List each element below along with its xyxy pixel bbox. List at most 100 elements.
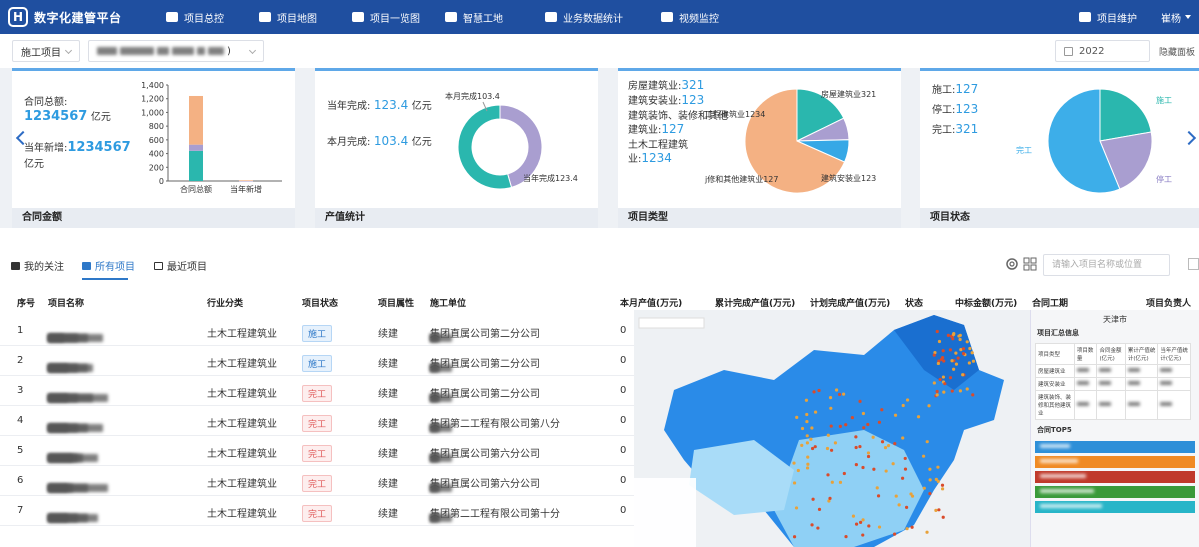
project-marker (965, 387, 969, 391)
table-row[interactable]: 6 土木工程建筑业 完工 续建 集团直属公司第六分公司 0 (0, 466, 634, 496)
project-marker (951, 337, 955, 341)
column-header[interactable]: 项目属性 (378, 299, 415, 309)
table-row[interactable]: 2 土木工程建筑业 施工 续建 集团直属公司第二分公司 0 (0, 346, 634, 376)
pie-slice (1047, 88, 1121, 194)
project-marker (905, 398, 910, 402)
table-header: 序号 项目名称 行业分类 项目状态 项目属性 施工单位 本月产值(万元) 累计完成产值(万元)… (0, 296, 1199, 310)
project-marker (838, 392, 842, 397)
project-marker (958, 389, 963, 393)
nav-item[interactable]: 项目总控 (166, 0, 259, 34)
project-marker (809, 437, 813, 441)
monitor-icon (166, 12, 178, 22)
top5-item[interactable] (1035, 486, 1195, 498)
export-icon[interactable] (1188, 258, 1199, 270)
project-marker (811, 497, 815, 501)
active-tab-indicator (82, 278, 128, 280)
summary-title: 项目汇总信息 (1037, 329, 1079, 337)
tab-recent-projects[interactable]: 最近项目 (154, 258, 207, 273)
year-value: 2022 (1079, 45, 1105, 57)
folder-icon (82, 261, 91, 270)
tab-all-projects[interactable]: 所有项目 (82, 258, 135, 273)
table-row[interactable]: 7 土木工程建筑业 完工 续建 集团第二工程有限公司第十分 0 (0, 496, 634, 526)
china-map (634, 310, 1030, 547)
construction-unit-cell: 集团直属公司第六分公司 (430, 449, 540, 462)
project-marker (876, 494, 881, 498)
column-header[interactable]: 计划完成产值(万元) (810, 299, 891, 309)
top5-item[interactable] (1035, 456, 1195, 468)
project-marker (861, 411, 866, 416)
project-marker (904, 505, 909, 509)
project-type-card: 房屋建筑业:321 建筑安装业:123 建筑装饰、装修和其他建筑业:127 土木工程建… (618, 68, 901, 228)
nav-item[interactable]: 智慧工地 (445, 0, 545, 34)
nav-item[interactable]: 视频监控 (661, 0, 757, 34)
card-footer-title: 合同金额 (12, 208, 295, 228)
next-arrow-icon[interactable] (1181, 130, 1197, 146)
column-header[interactable]: 项目状态 (302, 299, 339, 309)
industry-cell: 土木工程建筑业 (207, 479, 277, 490)
column-header[interactable]: 状态 (905, 299, 924, 309)
summary-cell-redacted (1124, 364, 1159, 378)
top5-item[interactable] (1035, 441, 1195, 453)
nav-item[interactable]: 业务数据统计 (545, 0, 661, 34)
project-marker (925, 440, 929, 444)
project-marker (796, 468, 800, 473)
year-picker[interactable]: 2022 (1055, 40, 1150, 62)
column-header[interactable]: 项目名称 (48, 299, 85, 309)
column-header[interactable]: 合同工期 (1032, 299, 1069, 309)
app-logo[interactable]: H 数字化建管平台 (8, 7, 158, 27)
project-marker (884, 469, 888, 473)
project-search-input[interactable]: 请输入项目名称或位置 (1043, 254, 1170, 276)
top5-item[interactable] (1035, 501, 1195, 513)
project-type-stat: 建筑安装业:123 (628, 94, 728, 108)
project-maintenance-link[interactable]: 项目维护 (1079, 0, 1137, 34)
table-row[interactable]: 4 土木工程建筑业 完工 续建 集团第二工程有限公司第八分 0 (0, 406, 634, 436)
user-menu[interactable]: 崔杨 (1161, 10, 1191, 25)
industry-cell: 土木工程建筑业 (207, 449, 277, 460)
project-marker (928, 478, 932, 482)
project-marker (859, 520, 863, 524)
project-marker (862, 426, 866, 430)
pie-label: 施工 (1156, 95, 1172, 105)
project-marker (877, 525, 882, 529)
project-marker (901, 403, 905, 408)
column-header[interactable]: 中标金额(万元) (955, 299, 1018, 309)
hide-panel-button[interactable]: 隐藏面板 (1159, 48, 1196, 58)
settings-gear-icon[interactable] (1005, 257, 1019, 271)
project-marker (854, 522, 859, 526)
project-map[interactable] (634, 310, 1030, 547)
stat-value: 127 (955, 82, 979, 96)
project-marker (829, 424, 833, 428)
project-marker (952, 367, 956, 371)
project-marker (851, 514, 856, 518)
company-select[interactable]: ) (88, 40, 264, 62)
tab-my-follow[interactable]: 我的关注 (11, 258, 64, 273)
project-marker (937, 339, 942, 344)
column-header[interactable]: 累计完成产值(万元) (715, 299, 796, 309)
y-tick-label: 1,000 (141, 108, 164, 117)
table-row[interactable]: 1 土木工程建筑业 施工 续建 集团直属公司第二分公司 0 (0, 316, 634, 346)
column-header[interactable]: 本月产值(万元) (620, 299, 683, 309)
project-marker (844, 535, 848, 539)
table-row[interactable]: 5 土木工程建筑业 完工 续建 集团直属公司第六分公司 0 (0, 436, 634, 466)
column-header[interactable]: 项目负责人 (1146, 299, 1192, 309)
project-marker (841, 392, 846, 396)
nav-item[interactable]: 项目一览图 (352, 0, 445, 34)
project-marker (950, 389, 954, 393)
status-badge: 完工 (302, 475, 333, 492)
column-header[interactable]: 施工单位 (430, 299, 467, 309)
project-marker (951, 332, 956, 337)
project-marker (940, 487, 945, 491)
contract-amount-card: 合同总额: 1234567 亿元 当年新增:1234567 亿元 0 200 400… (12, 68, 295, 228)
project-type-value: 施工项目 (21, 47, 61, 59)
stat-value: 321 (955, 122, 979, 136)
nav-item[interactable]: 项目地图 (259, 0, 352, 34)
project-marker (940, 483, 945, 487)
project-type-select[interactable]: 施工项目 (12, 40, 80, 62)
column-header[interactable]: 行业分类 (207, 299, 244, 309)
column-header[interactable]: 序号 (17, 299, 36, 309)
table-row[interactable]: 3 土木工程建筑业 完工 续建 集团直属公司第二分公司 0 (0, 376, 634, 406)
project-status-stat: 完工:321 (932, 121, 978, 136)
top5-item[interactable] (1035, 471, 1195, 483)
grid-view-icon[interactable] (1023, 257, 1037, 271)
project-marker (925, 530, 929, 534)
